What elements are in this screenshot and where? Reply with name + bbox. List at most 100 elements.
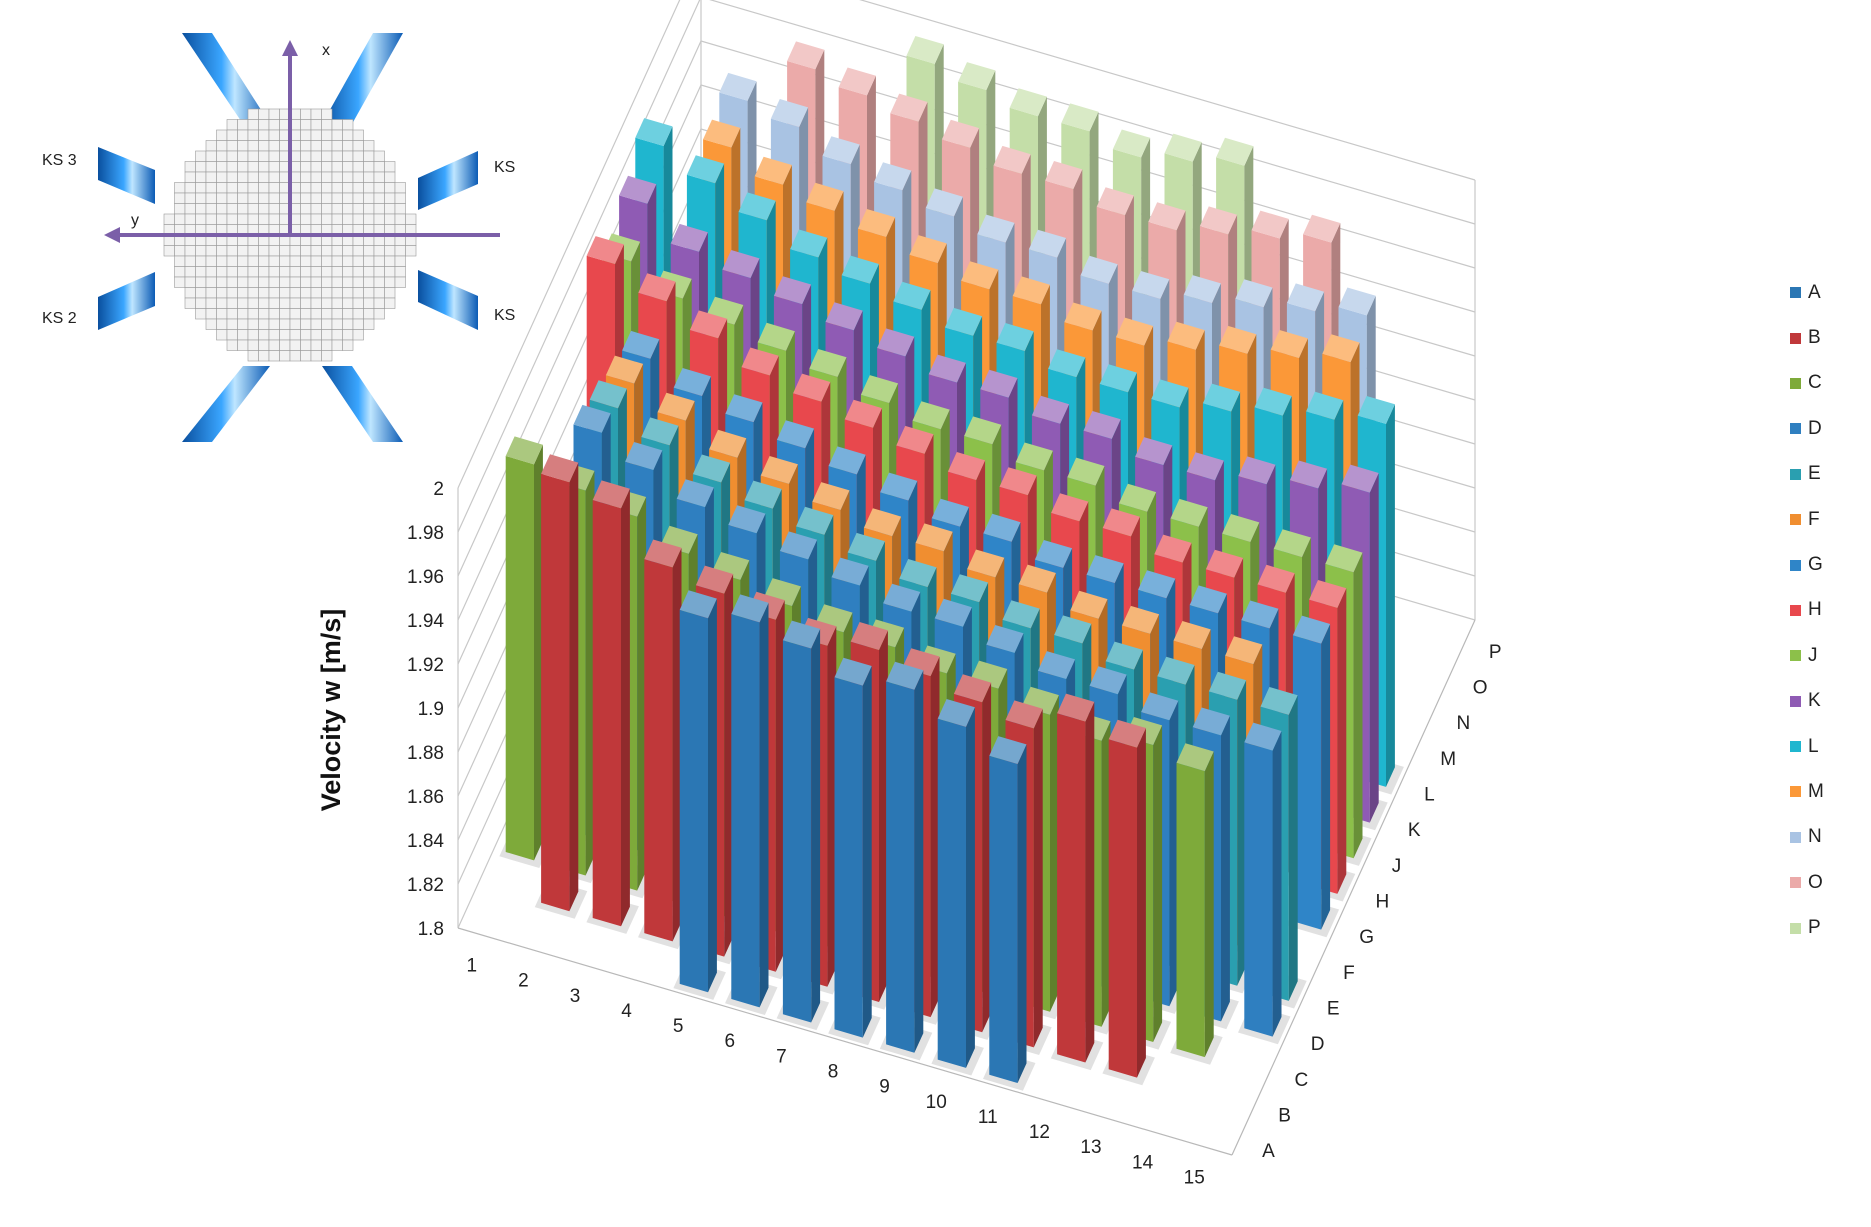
bar-top: [670, 223, 708, 252]
bar-front: [541, 473, 570, 912]
bar-top: [863, 508, 902, 537]
legend-item-H: H: [1790, 588, 1824, 633]
bar-top: [586, 236, 624, 264]
bar-front: [1292, 635, 1322, 930]
z-tick-label: H: [1376, 892, 1390, 913]
y-tick-label: 2: [433, 479, 444, 500]
bar-C-1: [499, 436, 552, 868]
bar-top: [958, 62, 996, 90]
legend-swatch: [1790, 741, 1801, 753]
bar-top: [703, 119, 741, 148]
bar-top: [1289, 460, 1328, 489]
bar-A-11: [983, 736, 1036, 1091]
bar-top: [1260, 687, 1298, 715]
z-tick-label: L: [1424, 785, 1435, 806]
bar-top: [1205, 549, 1244, 578]
legend-label: M: [1808, 780, 1824, 802]
floor-edge: [457, 927, 1233, 1156]
bar-top: [950, 574, 989, 603]
bar-side: [1321, 624, 1331, 930]
bar-A-5: [673, 590, 726, 1000]
bar-side: [534, 444, 543, 861]
pipe-ks2-icon: [98, 272, 155, 330]
bar-top: [692, 454, 731, 483]
bar-top: [1273, 529, 1311, 558]
legend-label: F: [1808, 508, 1820, 530]
bar-top: [1306, 391, 1344, 420]
bar-top: [719, 72, 757, 101]
bar-top: [980, 369, 1018, 398]
bar-top: [1186, 452, 1224, 481]
bar-side: [1017, 744, 1027, 1083]
bar-top: [964, 416, 1002, 445]
bar-top: [1083, 411, 1121, 439]
bar-top: [931, 498, 969, 527]
z-tick-label: N: [1457, 713, 1471, 734]
bar-top: [1286, 283, 1325, 312]
bar-side: [879, 630, 888, 1002]
bar-top: [1089, 666, 1127, 695]
bar-B-2: [534, 454, 588, 919]
legend-swatch: [1790, 287, 1801, 299]
bar-top: [947, 452, 986, 480]
bar-top: [983, 513, 1021, 542]
bar-front: [782, 640, 812, 1023]
legend-item-J: J: [1790, 633, 1824, 678]
legend-label: D: [1808, 417, 1822, 439]
bar-top: [1135, 437, 1173, 465]
z-tick-label: K: [1408, 820, 1421, 841]
legend-label: H: [1808, 599, 1822, 621]
bar-top: [773, 276, 812, 305]
bar-top: [822, 136, 860, 165]
x-tick-label: 14: [1132, 1152, 1154, 1173]
bar-side: [1204, 751, 1214, 1058]
bar-A-6: [725, 594, 778, 1015]
x-tick-label: 8: [828, 1062, 839, 1083]
bar-top: [880, 472, 918, 501]
bar-top: [744, 480, 782, 509]
bar-top: [1115, 317, 1154, 346]
bar-B-12: [1050, 693, 1104, 1071]
bar-top: [793, 373, 831, 402]
inset-y-arrow-icon: [104, 227, 120, 243]
bar-top: [1254, 387, 1292, 416]
bar-top: [906, 36, 944, 64]
bar-top: [589, 380, 627, 409]
bar-top: [770, 99, 809, 127]
x-tick-label: 3: [570, 986, 581, 1007]
bar-top: [961, 261, 999, 290]
bar-top: [896, 425, 934, 454]
bar-top: [1105, 641, 1143, 670]
bar-top: [787, 41, 825, 70]
z-tick-label: M: [1440, 749, 1456, 770]
bar-side: [1221, 715, 1230, 1022]
bar-front: [592, 500, 621, 927]
bar-front: [1108, 739, 1137, 1078]
bar-B-4: [638, 539, 691, 950]
bar-front: [679, 609, 708, 993]
bar-top: [1002, 600, 1040, 629]
bar-side: [914, 670, 924, 1053]
legend-swatch: [1790, 831, 1801, 843]
x-tick-label: 12: [1029, 1122, 1050, 1143]
bar-top: [695, 565, 734, 594]
bar-top: [1086, 555, 1124, 583]
bar-top: [635, 118, 673, 146]
bar-top: [809, 349, 847, 377]
bar-C-14: [1170, 743, 1223, 1065]
legend-label: L: [1808, 735, 1819, 757]
bar-side: [621, 488, 630, 927]
bar-top: [1325, 544, 1363, 573]
bar-top: [1064, 302, 1102, 331]
legend-item-L: L: [1790, 724, 1824, 769]
bar-top: [728, 505, 766, 534]
inset-x-label: x: [322, 42, 330, 59]
chart-legend: A B C D E F G H J K L M N O P: [1790, 270, 1824, 951]
bar-top: [812, 482, 850, 510]
z-tick-label: G: [1359, 927, 1374, 948]
bar-top: [1292, 615, 1331, 644]
bar-side: [1337, 588, 1347, 894]
bar-top: [860, 375, 899, 403]
bar-top: [725, 394, 763, 423]
